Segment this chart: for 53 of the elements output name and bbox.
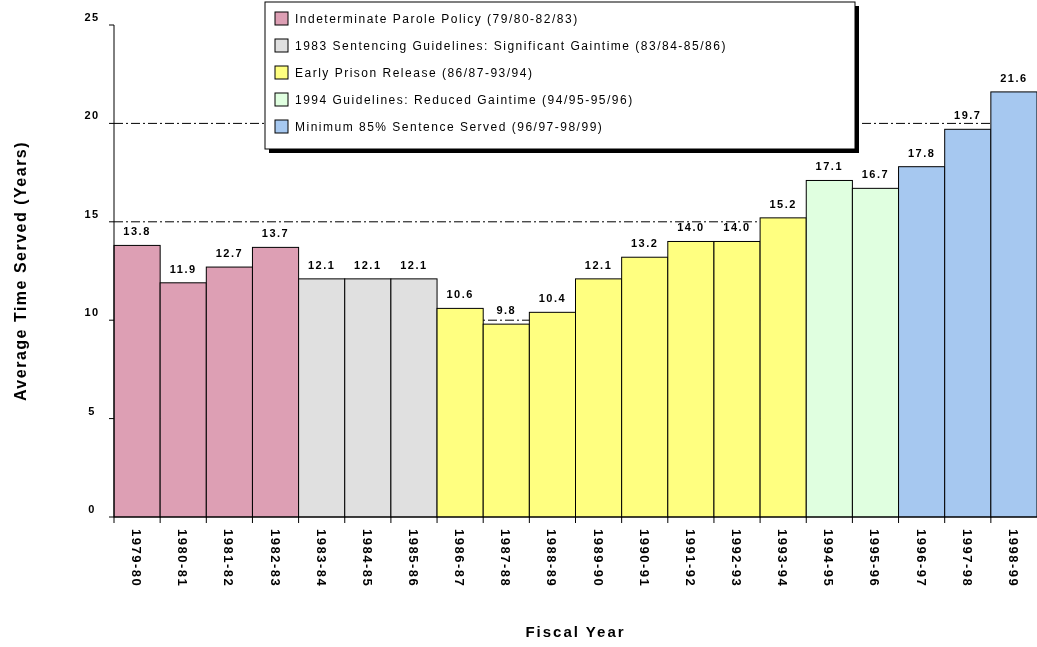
x-tick-label: 1983-84 — [313, 529, 329, 588]
legend-label: Early Prison Release (86/87-93/94) — [295, 66, 534, 80]
x-tick-label: 1986-87 — [452, 529, 468, 588]
x-tick-label: 1992-93 — [729, 529, 745, 588]
x-tick-label: 1985-86 — [405, 529, 421, 588]
x-tick-label: 1987-88 — [498, 529, 514, 588]
data-label: 13.2 — [631, 237, 659, 250]
x-tick-label: 1991-92 — [682, 529, 698, 588]
x-tick-label: 1993-94 — [775, 529, 791, 588]
x-tick-label: 1989-90 — [590, 529, 606, 588]
data-label: 19.7 — [954, 109, 982, 122]
x-tick-label: 1990-91 — [636, 529, 652, 588]
y-tick-label: 10 — [84, 306, 100, 319]
legend-label: Indeterminate Parole Policy (79/80-82/83) — [295, 12, 579, 26]
x-tick-label: 1995-96 — [867, 529, 883, 588]
x-tick-label: 1980-81 — [175, 529, 191, 588]
data-label: 21.6 — [1000, 71, 1028, 84]
data-label: 10.6 — [446, 288, 474, 301]
data-label: 12.7 — [215, 247, 244, 260]
x-tick-label: 1998-99 — [1005, 529, 1021, 588]
data-label: 17.1 — [815, 160, 844, 173]
y-tick-label: 15 — [84, 207, 100, 220]
x-axis-title: Fiscal Year — [525, 623, 626, 640]
data-label: 9.8 — [496, 304, 517, 317]
data-label: 11.9 — [169, 262, 197, 275]
x-tick-label: 1996-97 — [913, 529, 929, 588]
x-tick-label: 1981-82 — [221, 529, 237, 588]
y-tick-label: 20 — [84, 109, 100, 122]
data-label: 12.1 — [307, 258, 336, 271]
legend-label: Minimum 85% Sentence Served (96/97-98/99) — [295, 120, 604, 134]
data-label: 13.8 — [123, 225, 151, 238]
data-label: 14.0 — [677, 221, 705, 234]
data-label: 17.8 — [907, 146, 936, 159]
data-label: 12.1 — [584, 258, 613, 271]
data-label: 16.7 — [861, 168, 890, 181]
x-tick-label: 1979-80 — [129, 529, 145, 588]
data-label: 15.2 — [769, 197, 797, 210]
y-axis-title: Average Time Served (Years) — [12, 140, 29, 402]
y-tick-label: 5 — [88, 404, 96, 417]
y-tick-label: 0 — [88, 503, 96, 515]
legend-label: 1994 Guidelines: Reduced Gaintime (94/95-95/96) — [295, 93, 634, 107]
data-label: 12.1 — [400, 258, 428, 271]
x-tick-label: 1982-83 — [267, 529, 283, 588]
x-tick-label: 1984-85 — [359, 529, 375, 588]
legend-label: 1983 Sentencing Guidelines: Significant Gaintime (83/84-85/86) — [295, 39, 727, 53]
x-tick-label: 1997-98 — [959, 529, 975, 588]
data-label: 14.0 — [723, 221, 751, 234]
data-label: 10.4 — [538, 292, 567, 305]
x-tick-label: 1994-95 — [821, 529, 837, 588]
data-label: 12.1 — [354, 258, 382, 271]
y-tick-label: 25 — [84, 11, 100, 23]
x-tick-label: 1988-89 — [544, 529, 560, 588]
data-label: 13.7 — [261, 227, 290, 240]
